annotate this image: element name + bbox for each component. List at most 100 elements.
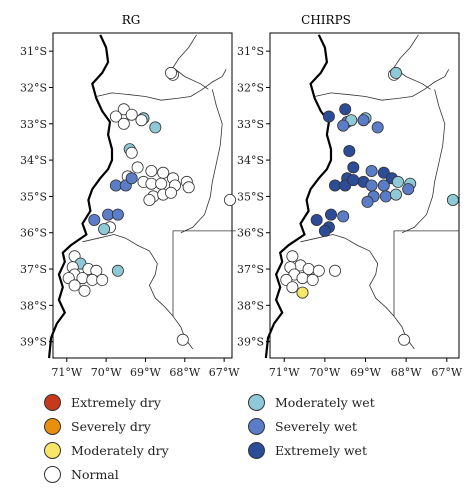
station-marker [361, 195, 374, 208]
legend-label: Moderately dry [71, 442, 169, 458]
lat-tick-label: 38°S [20, 299, 47, 312]
longitude-ticks: 71°W 70°W 69°W 68°W 67°W [51, 358, 240, 379]
station-marker [111, 208, 124, 221]
station-marker [68, 279, 81, 292]
station-marker [109, 110, 122, 123]
station-marker [322, 110, 335, 123]
lat-tick-label: 37°S [237, 263, 264, 276]
province-border [180, 89, 223, 234]
station-marker [337, 210, 350, 223]
station-marker [371, 121, 384, 134]
lon-tick-label: 71°W [269, 366, 300, 379]
station-marker [347, 161, 360, 174]
legend-label: Normal [71, 466, 119, 482]
station-marker [223, 193, 236, 206]
lat-tick-label: 37°S [20, 263, 47, 276]
maps-figure: RG 31°S32°S33°S34°S35°S36°S37°S38°S39°S … [20, 13, 463, 379]
legend-label: Moderately wet [275, 394, 375, 410]
lat-tick-label: 32°S [237, 81, 264, 94]
lon-tick-label: 70°W [91, 366, 122, 379]
lat-tick-label: 32°S [20, 81, 47, 94]
severely-dry-swatch [44, 417, 61, 435]
station-marker [347, 174, 360, 187]
station-marker [365, 164, 378, 177]
lon-tick-label: 69°W [350, 366, 381, 379]
station-marker [176, 333, 189, 346]
province-border [393, 34, 431, 90]
lat-tick-label: 35°S [237, 190, 264, 203]
lat-tick-label: 33°S [237, 118, 264, 131]
map-panel-chirps: CHIRPS 31°S32°S33°S34°S35°S36°S37°S38°S3… [237, 13, 463, 379]
lon-tick-label: 68°W [391, 366, 422, 379]
station-marker [328, 179, 341, 192]
stations [62, 66, 236, 346]
station-marker [131, 161, 144, 174]
station-marker [391, 175, 404, 188]
station-marker [286, 250, 299, 263]
lat-tick-label: 36°S [237, 227, 264, 240]
province-border [96, 69, 227, 101]
lat-tick-label: 34°S [237, 154, 264, 167]
station-marker [306, 273, 319, 286]
station-marker [328, 264, 341, 277]
station-marker [402, 183, 415, 196]
lon-tick-label: 68°W [169, 366, 200, 379]
station-marker [343, 144, 356, 157]
province-border [314, 69, 450, 101]
station-marker [296, 272, 309, 285]
lon-tick-label: 67°W [209, 366, 240, 379]
lat-tick-label: 39°S [237, 336, 264, 349]
station-marker [182, 181, 195, 194]
station-marker [117, 117, 130, 130]
latitude-ticks: 31°S 32°S 33°S 34°S 35°S 36°S 37°S 38°S 39°S [237, 45, 270, 349]
station-marker [135, 114, 148, 127]
lat-tick-label: 35°S [20, 190, 47, 203]
lat-tick-label: 34°S [20, 154, 47, 167]
station-marker [377, 179, 390, 192]
station-marker [96, 273, 109, 286]
legend-item-extremely-wet: Extremely wet [248, 440, 367, 460]
station-marker [365, 179, 378, 192]
station-marker [125, 172, 138, 185]
lon-tick-label: 71°W [51, 366, 82, 379]
lat-tick-label: 33°S [20, 118, 47, 131]
station-marker [296, 286, 309, 299]
international-border [264, 34, 333, 359]
station-marker [286, 281, 299, 294]
lon-tick-label: 67°W [431, 366, 462, 379]
panel-title-rg: RG [122, 13, 141, 27]
legend-item-normal: Normal [44, 464, 119, 484]
map-frame [269, 32, 460, 359]
station-marker [88, 213, 101, 226]
lat-tick-label: 36°S [20, 227, 47, 240]
station-marker [157, 166, 170, 179]
legend: Extremely dry Severely dry Moderately dr… [44, 392, 444, 492]
latitude-ticks: 31°S 32°S 33°S 34°S 35°S 36°S 37°S 38°S 39°S [20, 45, 53, 349]
longitude-ticks: 71°W 70°W 69°W 68°W 67°W [269, 358, 463, 379]
severely-wet-swatch [248, 417, 265, 435]
station-marker [145, 164, 158, 177]
station-marker [111, 264, 124, 277]
station-marker [446, 193, 459, 206]
province-border [401, 89, 446, 234]
station-marker [125, 108, 138, 121]
stations [280, 66, 459, 346]
normal-swatch [44, 465, 61, 483]
legend-label: Extremely wet [275, 442, 367, 458]
legend-item-extremely-dry: Extremely dry [44, 392, 161, 412]
lat-tick-label: 38°S [237, 299, 264, 312]
moderately-wet-swatch [248, 393, 265, 411]
extremely-wet-swatch [248, 441, 265, 459]
station-marker [310, 213, 323, 226]
lon-tick-label: 70°W [309, 366, 340, 379]
legend-label: Extremely dry [71, 394, 161, 410]
panel-title-chirps: CHIRPS [301, 13, 351, 27]
moderately-dry-swatch [44, 441, 61, 459]
legend-item-severely-wet: Severely wet [248, 416, 357, 436]
station-marker [339, 103, 352, 116]
lon-tick-label: 69°W [130, 366, 161, 379]
station-marker [149, 121, 162, 134]
station-marker [324, 208, 337, 221]
map-frame [52, 32, 233, 359]
station-marker [143, 193, 156, 206]
